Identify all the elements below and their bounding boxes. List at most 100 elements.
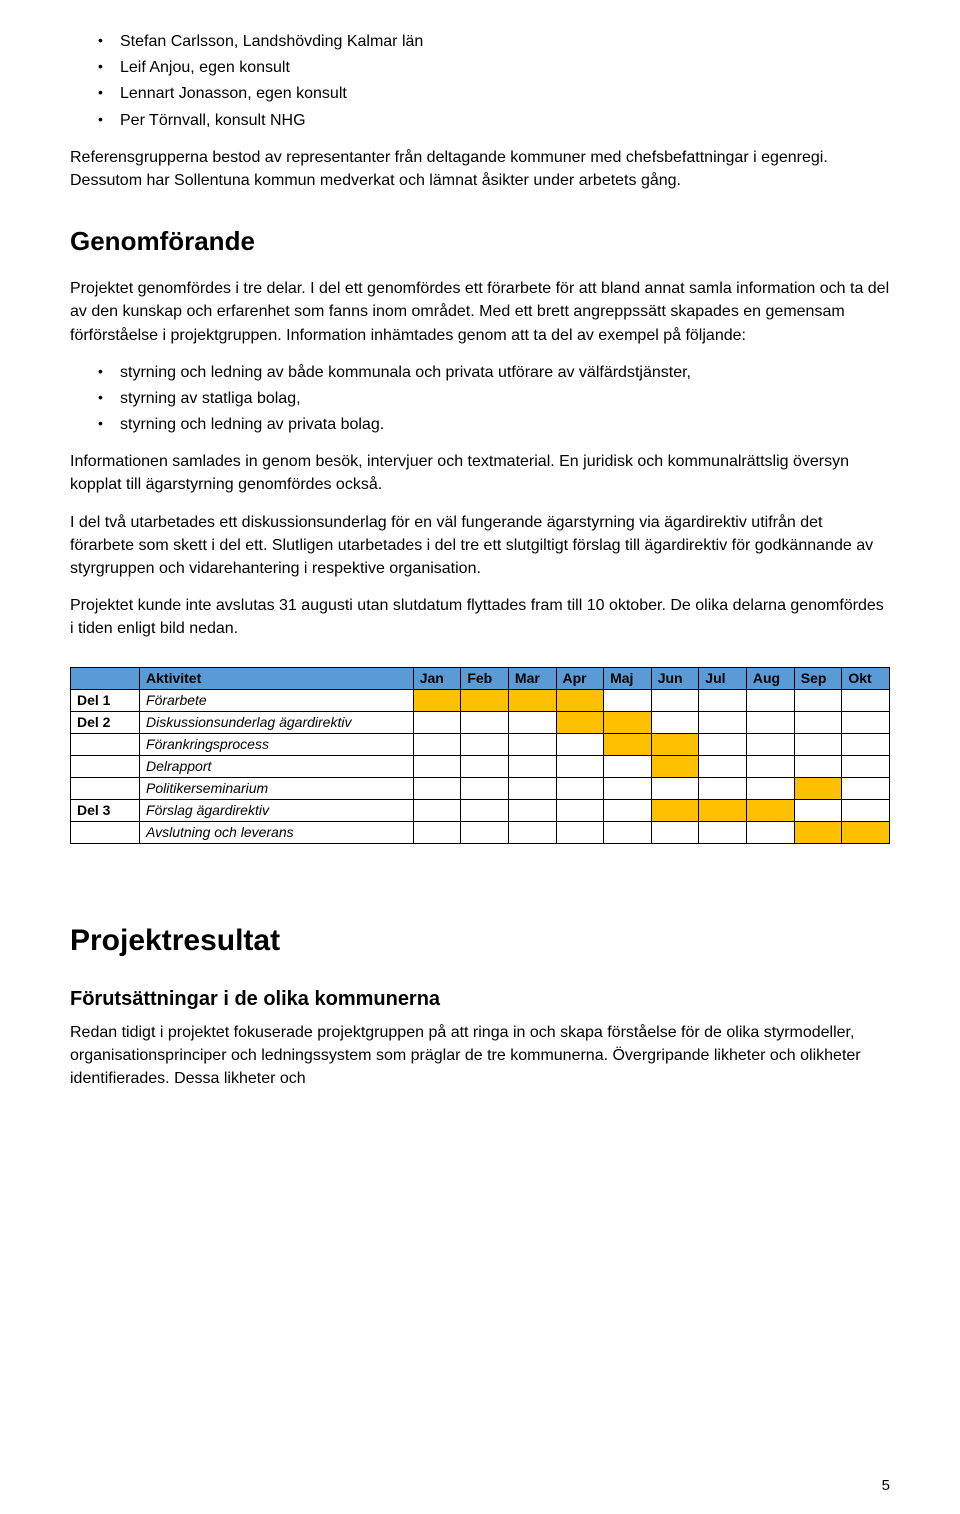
gantt-empty-cell [651,689,699,711]
gantt-empty-cell [413,755,461,777]
paragraph: Projektet kunde inte avslutas 31 augusti… [70,594,890,640]
gantt-row: Del 2Diskussionsunderlag ägardirektiv [71,711,890,733]
paragraph: Referensgrupperna bestod av representant… [70,146,890,192]
gantt-mark-cell [746,799,794,821]
gantt-empty-cell [746,821,794,843]
gantt-empty-cell [461,821,509,843]
gantt-activity-cell: Förarbete [140,689,414,711]
gantt-mark-cell [794,821,842,843]
gantt-empty-cell [842,711,890,733]
gantt-empty-cell [651,821,699,843]
genom-bullet-list: styrning och ledning av både kommunala o… [70,361,890,437]
gantt-empty-cell [508,799,556,821]
gantt-empty-cell [842,733,890,755]
gantt-empty-cell [604,755,652,777]
gantt-empty-cell [461,799,509,821]
gantt-empty-cell [461,733,509,755]
gantt-row: Avslutning och leverans [71,821,890,843]
gantt-empty-cell [604,821,652,843]
paragraph: Redan tidigt i projektet fokuserade proj… [70,1021,890,1091]
gantt-empty-cell [699,777,747,799]
gantt-empty-cell [842,799,890,821]
gantt-mark-cell [651,733,699,755]
gantt-row: Förankringsprocess [71,733,890,755]
gantt-empty-cell [556,821,604,843]
list-item: styrning och ledning av både kommunala o… [120,361,890,384]
gantt-empty-cell [556,777,604,799]
gantt-mark-cell [651,755,699,777]
gantt-empty-cell [508,733,556,755]
gantt-empty-cell [842,689,890,711]
paragraph: I del två utarbetades ett diskussionsund… [70,511,890,581]
gantt-empty-cell [794,799,842,821]
gantt-mark-cell [461,689,509,711]
gantt-col-header: Okt [842,667,890,689]
gantt-empty-cell [746,777,794,799]
gantt-col-header: Sep [794,667,842,689]
gantt-col-header: Jan [413,667,461,689]
document-page: Stefan Carlsson, Landshövding Kalmar län… [0,0,960,1514]
gantt-row: Politikerseminarium [71,777,890,799]
paragraph: Projektet genomfördes i tre delar. I del… [70,277,890,347]
gantt-empty-cell [508,777,556,799]
gantt-chart: Aktivitet Jan Feb Mar Apr Maj Jun Jul Au… [70,667,890,844]
list-item-text: styrning av statliga bolag, [120,390,301,407]
gantt-empty-cell [746,711,794,733]
gantt-mark-cell [556,711,604,733]
page-number: 5 [882,1477,890,1494]
gantt-del-cell [71,755,140,777]
gantt-activity-cell: Avslutning och leverans [140,821,414,843]
list-item: Stefan Carlsson, Landshövding Kalmar län [120,30,890,53]
list-item-text: Per Törnvall, konsult NHG [120,112,306,129]
gantt-header: Aktivitet Jan Feb Mar Apr Maj Jun Jul Au… [71,667,890,689]
gantt-empty-cell [746,733,794,755]
gantt-empty-cell [461,777,509,799]
list-item-text: styrning och ledning av privata bolag. [120,416,384,433]
paragraph: Informationen samlades in genom besök, i… [70,450,890,496]
gantt-mark-cell [699,799,747,821]
gantt-empty-cell [461,711,509,733]
gantt-col-header: Feb [461,667,509,689]
gantt-activity-cell: Diskussionsunderlag ägardirektiv [140,711,414,733]
gantt-empty-cell [699,733,747,755]
gantt-col-header [71,667,140,689]
gantt-mark-cell [604,711,652,733]
gantt-col-header: Mar [508,667,556,689]
heading-projektresultat: Projektresultat [70,924,890,958]
gantt-empty-cell [699,755,747,777]
gantt-del-cell: Del 3 [71,799,140,821]
gantt-empty-cell [746,689,794,711]
list-item-text: Stefan Carlsson, Landshövding Kalmar län [120,33,423,50]
gantt-empty-cell [746,755,794,777]
heading-genomforande: Genomförande [70,226,890,257]
gantt-empty-cell [413,711,461,733]
gantt-empty-cell [604,689,652,711]
gantt-col-header: Apr [556,667,604,689]
gantt-empty-cell [413,733,461,755]
gantt-mark-cell [794,777,842,799]
list-item: Per Törnvall, konsult NHG [120,109,890,132]
list-item-text: styrning och ledning av både kommunala o… [120,364,691,381]
gantt-del-cell [71,821,140,843]
gantt-del-cell: Del 1 [71,689,140,711]
gantt-activity-cell: Förslag ägardirektiv [140,799,414,821]
gantt-activity-cell: Delrapport [140,755,414,777]
gantt-empty-cell [842,755,890,777]
gantt-empty-cell [413,777,461,799]
gantt-del-cell [71,777,140,799]
gantt-empty-cell [794,711,842,733]
gantt-mark-cell [651,799,699,821]
gantt-empty-cell [651,711,699,733]
gantt-empty-cell [508,755,556,777]
gantt-empty-cell [699,689,747,711]
gantt-empty-cell [699,711,747,733]
gantt-mark-cell [842,821,890,843]
gantt-empty-cell [556,755,604,777]
gantt-col-header: Jul [699,667,747,689]
gantt-empty-cell [413,799,461,821]
heading-forutsattningar: Förutsättningar i de olika kommunerna [70,988,890,1011]
gantt-empty-cell [842,777,890,799]
gantt-col-header: Maj [604,667,652,689]
gantt-empty-cell [413,821,461,843]
gantt-mark-cell [556,689,604,711]
